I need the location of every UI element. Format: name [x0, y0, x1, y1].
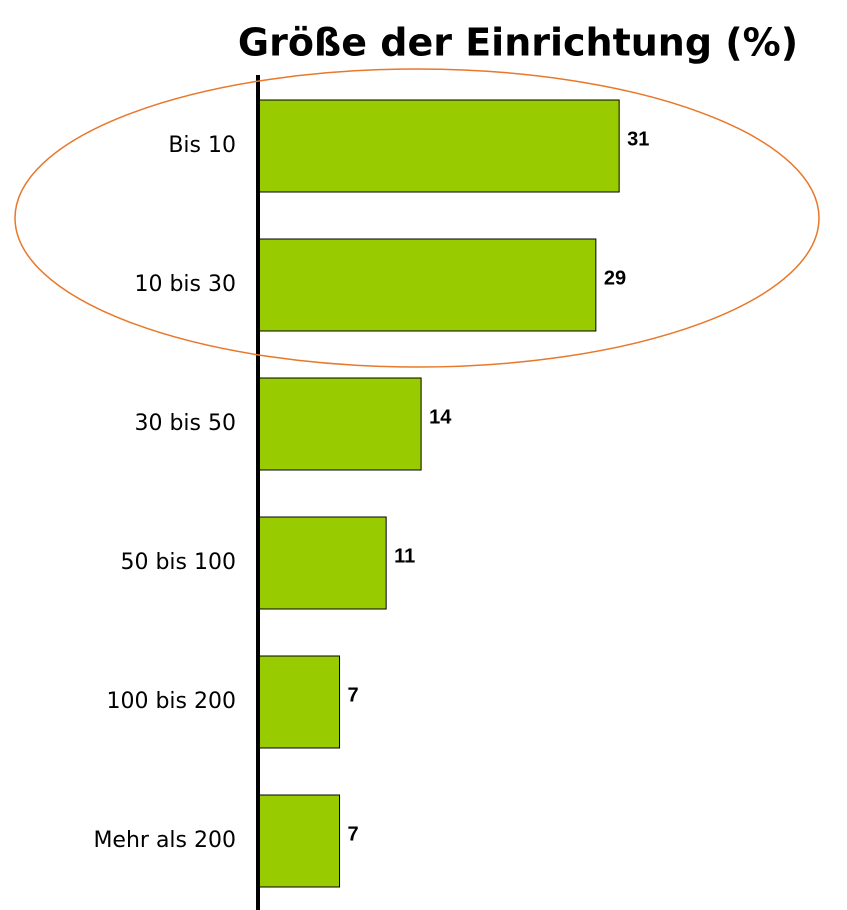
category-label: 50 bis 100	[120, 550, 236, 575]
value-label: 14	[429, 406, 452, 428]
value-label: 7	[348, 684, 359, 706]
value-label: 29	[604, 267, 626, 289]
bar	[257, 99, 620, 193]
category-label: Bis 10	[168, 133, 236, 158]
category-label: 100 bis 200	[106, 689, 236, 714]
category-label: 10 bis 30	[134, 272, 236, 297]
highlight-ellipse	[14, 68, 820, 368]
category-label: Mehr als 200	[93, 828, 236, 853]
value-label: 31	[627, 128, 649, 150]
category-label: 30 bis 50	[134, 411, 236, 436]
value-label: 7	[348, 823, 359, 845]
bars: 31 29 14 11 7 7	[257, 99, 649, 888]
bar	[257, 238, 597, 332]
value-label: 11	[394, 545, 415, 567]
chart-title: Größe der Einrichtung (%)	[238, 21, 798, 65]
bar	[257, 377, 422, 471]
bar	[257, 655, 341, 749]
bar	[257, 516, 387, 610]
bar	[257, 794, 341, 888]
